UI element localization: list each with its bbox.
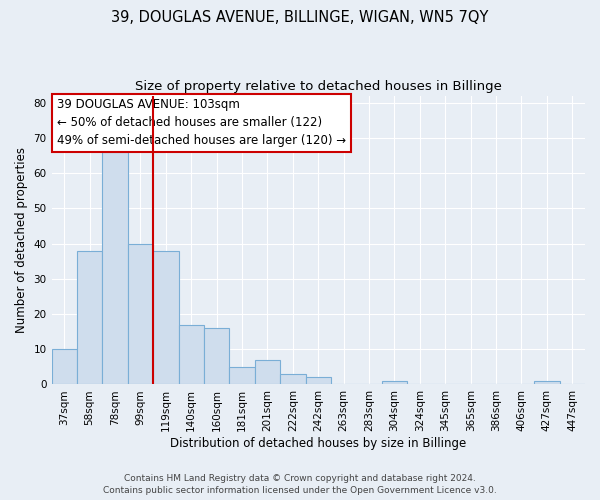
- Bar: [534, 381, 560, 384]
- Title: Size of property relative to detached houses in Billinge: Size of property relative to detached ho…: [135, 80, 502, 93]
- Bar: [255, 360, 280, 384]
- Bar: [52, 349, 77, 384]
- Bar: [153, 250, 179, 384]
- Bar: [103, 152, 128, 384]
- Text: 39 DOUGLAS AVENUE: 103sqm
← 50% of detached houses are smaller (122)
49% of semi: 39 DOUGLAS AVENUE: 103sqm ← 50% of detac…: [57, 98, 346, 148]
- Bar: [204, 328, 229, 384]
- Bar: [77, 250, 103, 384]
- Text: 39, DOUGLAS AVENUE, BILLINGE, WIGAN, WN5 7QY: 39, DOUGLAS AVENUE, BILLINGE, WIGAN, WN5…: [112, 10, 488, 25]
- X-axis label: Distribution of detached houses by size in Billinge: Distribution of detached houses by size …: [170, 437, 466, 450]
- Bar: [305, 378, 331, 384]
- Y-axis label: Number of detached properties: Number of detached properties: [15, 147, 28, 333]
- Bar: [382, 381, 407, 384]
- Bar: [179, 324, 204, 384]
- Bar: [229, 367, 255, 384]
- Bar: [128, 244, 153, 384]
- Bar: [280, 374, 305, 384]
- Text: Contains HM Land Registry data © Crown copyright and database right 2024.
Contai: Contains HM Land Registry data © Crown c…: [103, 474, 497, 495]
